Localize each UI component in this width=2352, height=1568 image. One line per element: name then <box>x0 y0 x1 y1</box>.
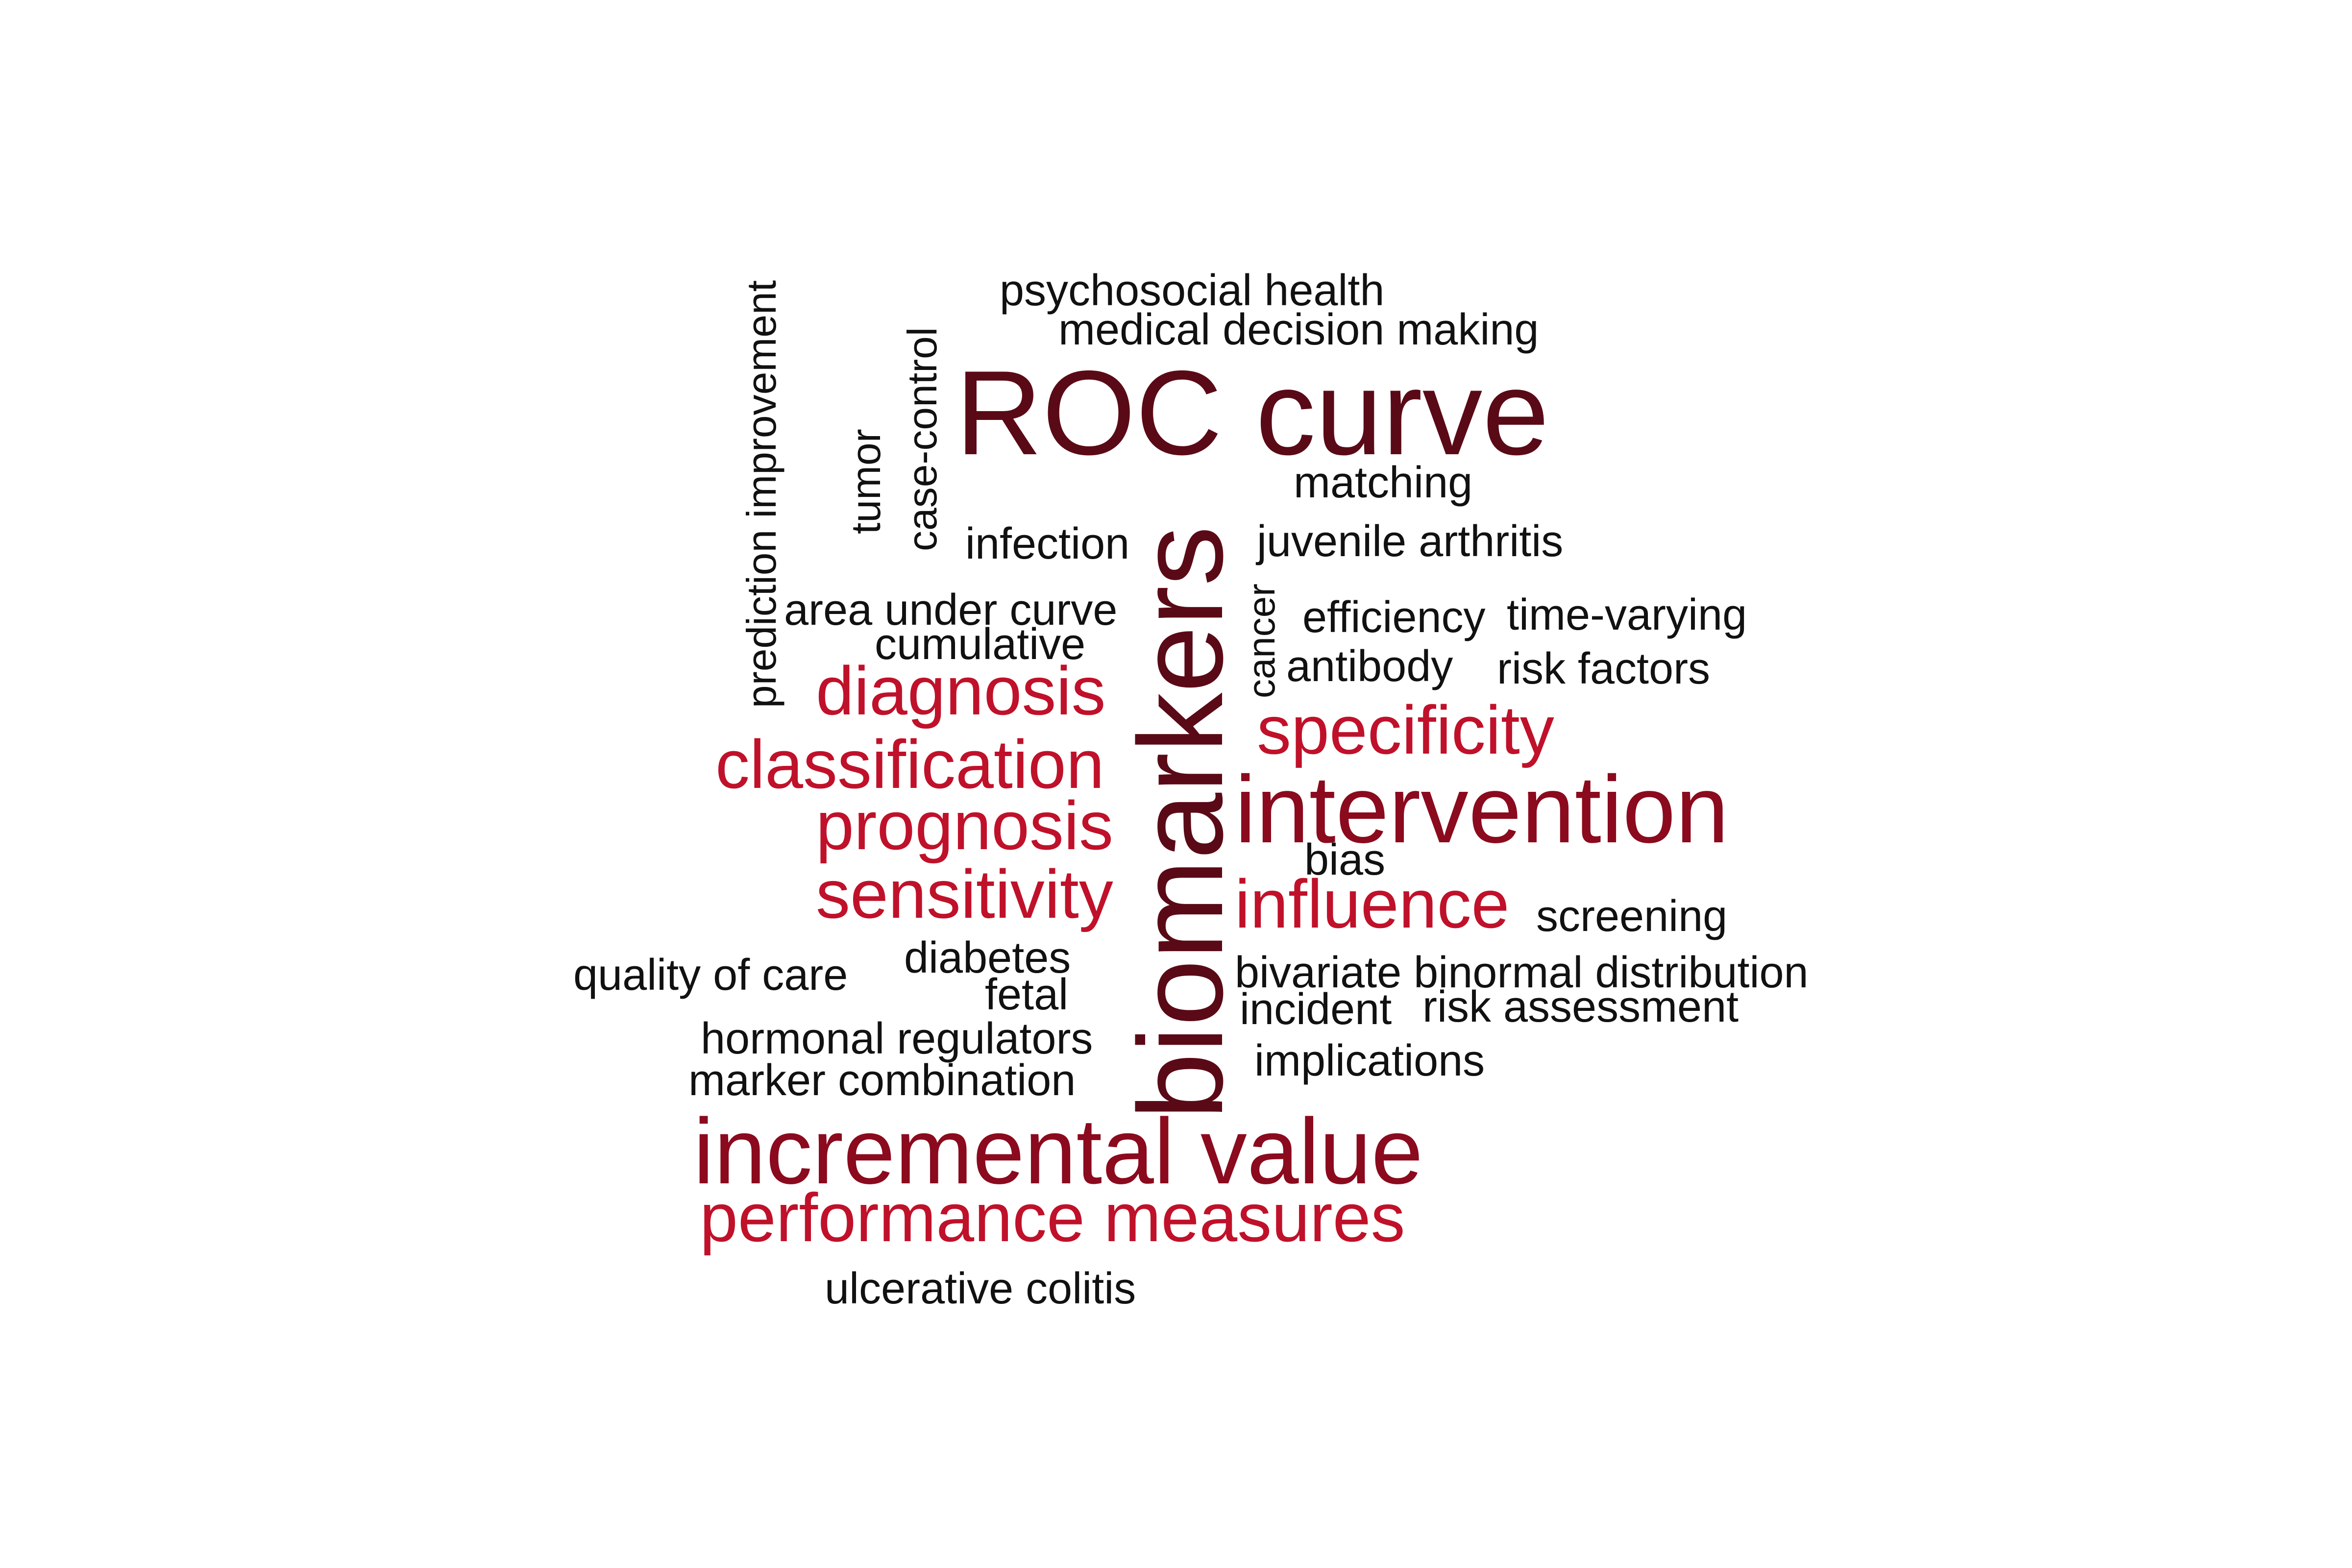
word-quality-of-care: quality of care <box>573 951 848 1000</box>
word-specificity: specificity <box>1257 691 1554 768</box>
word-infection: infection <box>965 519 1130 568</box>
word-tumor: tumor <box>843 429 889 534</box>
word-marker-combination: marker combination <box>688 1056 1076 1105</box>
word-biomarkers: biomarkers <box>1113 526 1248 1120</box>
word-diagnosis: diagnosis <box>816 652 1106 729</box>
word-roc-curve: ROC curve <box>956 345 1549 480</box>
word-time-varying: time-varying <box>1507 590 1747 639</box>
word-implications: implications <box>1254 1036 1485 1085</box>
word-incremental-value: incremental value <box>693 1100 1423 1203</box>
word-case-control: case-control <box>899 327 945 551</box>
word-psychosocial-health: psychosocial health <box>1000 266 1385 315</box>
word-cancer: cancer <box>1240 583 1283 698</box>
word-cumulative: cumulative <box>875 620 1086 669</box>
word-hormonal-regulators: hormonal regulators <box>701 1014 1093 1063</box>
word-influence: influence <box>1235 865 1510 942</box>
word-screening: screening <box>1536 892 1728 941</box>
word-area-under-curve: area under curve <box>784 586 1118 635</box>
word-bivariate-binormal-distribution: bivariate binormal distribution <box>1235 948 1809 997</box>
word-antibody: antibody <box>1286 642 1453 691</box>
word-sensitivity: sensitivity <box>816 856 1113 932</box>
word-juvenile-arthritis: juvenile arthritis <box>1257 517 1564 566</box>
word-risk-assessment: risk assessment <box>1422 982 1739 1031</box>
word-bias: bias <box>1304 835 1386 884</box>
word-performance-measures: performance measures <box>700 1179 1405 1256</box>
word-prognosis: prognosis <box>816 787 1114 864</box>
word-matching: matching <box>1294 458 1473 507</box>
word-incident: incident <box>1240 985 1392 1034</box>
word-efficiency: efficiency <box>1302 593 1486 642</box>
word-ulcerative-colitis: ulcerative colitis <box>825 1264 1136 1313</box>
word-intervention: intervention <box>1235 756 1729 863</box>
word-fetal: fetal <box>985 970 1069 1019</box>
word-classification: classification <box>715 726 1104 803</box>
word-prediction-improvement: prediction improvement <box>738 280 784 708</box>
word-medical-decision-making: medical decision making <box>1058 305 1539 354</box>
word-risk-factors: risk factors <box>1497 644 1711 693</box>
word-diabetes: diabetes <box>904 933 1071 982</box>
